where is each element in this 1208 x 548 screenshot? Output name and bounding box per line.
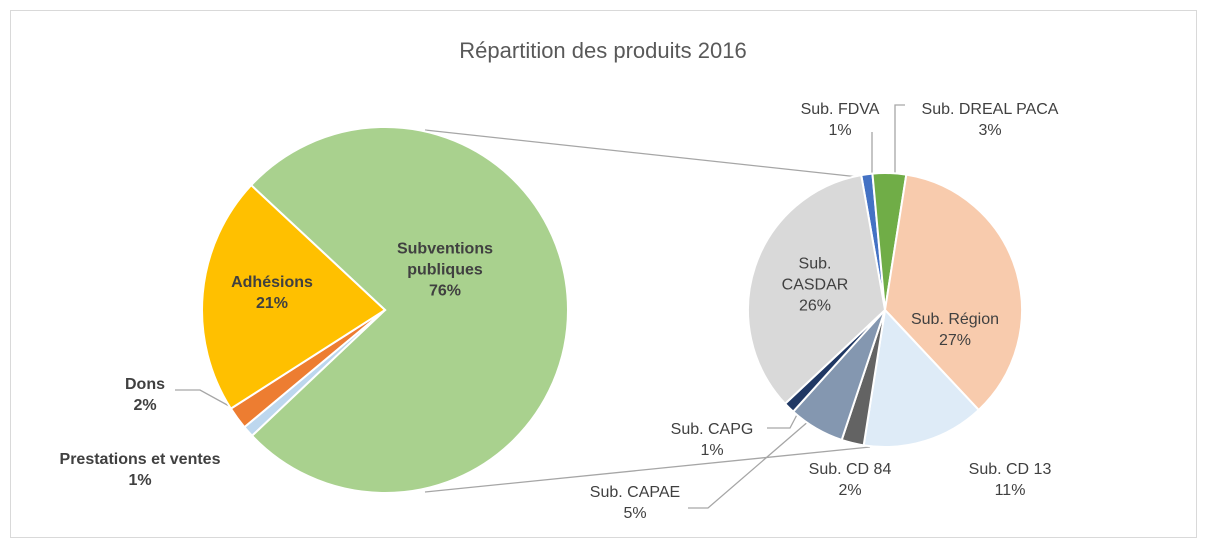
data-label: Adhésions 21% — [212, 272, 332, 314]
value-label: 1% — [128, 472, 152, 489]
category-label: Sub. CASDAR — [781, 255, 849, 294]
value-label: 11% — [994, 482, 1026, 499]
category-label: Dons — [125, 376, 165, 393]
connector-line — [424, 129, 869, 179]
data-label: Dons 2% — [105, 374, 185, 416]
category-label: Sub. DREAL PACA — [921, 101, 1059, 118]
category-label: Sub. CAPAE — [589, 484, 681, 501]
value-label: 27% — [938, 332, 972, 349]
category-label: Prestations et ventes — [59, 451, 221, 468]
data-label: Sub. CASDAR 26% — [775, 254, 855, 317]
pie-slice — [862, 307, 981, 448]
data-label: Sub. DREAL PACA 3% — [915, 99, 1065, 141]
value-label: 2% — [133, 397, 157, 414]
value-label: 1% — [700, 442, 724, 459]
pie-slice — [883, 173, 1023, 412]
value-label: 1% — [828, 122, 852, 139]
value-label: 2% — [838, 482, 862, 499]
data-label: Sub. CAPG 1% — [652, 419, 772, 461]
category-label: Adhésions — [231, 274, 313, 291]
category-label: Sub. Région — [910, 311, 1000, 328]
data-label: Prestations et ventes 1% — [20, 449, 260, 491]
category-label: Sub. CAPG — [670, 421, 754, 438]
category-label: Subventions publiques — [396, 240, 493, 279]
data-label: Sub. FDVA 1% — [785, 99, 895, 141]
value-label: 5% — [623, 505, 647, 522]
connector-line — [424, 446, 871, 493]
data-label: Subventions publiques 76% — [375, 239, 515, 302]
value-label: 21% — [255, 295, 289, 312]
data-label: Sub. CAPAE 5% — [575, 482, 695, 524]
pie-slice — [747, 173, 887, 406]
category-label: Sub. FDVA — [800, 101, 880, 118]
pie-slice — [201, 183, 387, 410]
value-label: 3% — [978, 122, 1002, 139]
category-label: Sub. CD 84 — [808, 461, 892, 478]
category-label: Sub. CD 13 — [968, 461, 1052, 478]
value-label: 26% — [798, 297, 832, 315]
chart-title: Répartition des produits 2016 — [459, 38, 746, 63]
value-label: 76% — [428, 282, 462, 300]
leader-line — [688, 419, 811, 509]
data-label: Sub. Région 27% — [885, 309, 1025, 351]
leader-line — [894, 104, 905, 178]
data-label: Sub. CD 13 11% — [950, 459, 1070, 501]
data-label: Sub. CD 84 2% — [795, 459, 905, 501]
pie-slice — [249, 126, 569, 494]
leader-line — [175, 389, 241, 413]
